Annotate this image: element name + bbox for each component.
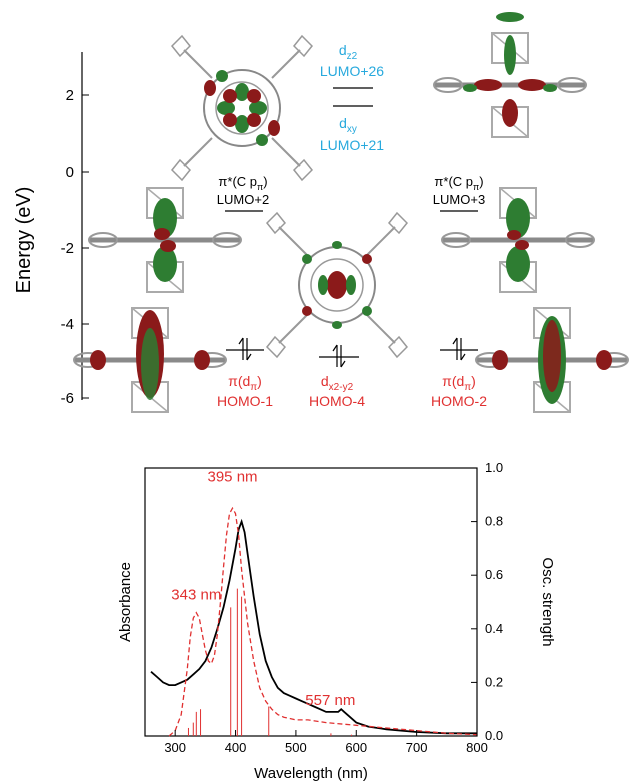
orbital-plot-lumo3	[442, 188, 594, 292]
label-dxy-symbol: dxy	[339, 115, 357, 135]
label-dz2-name: LUMO+26	[320, 63, 384, 79]
label-homo1-symbol: π(dπ)	[228, 373, 262, 393]
energy-tick-m4: -4	[61, 316, 74, 333]
energy-axis: 2 0 -2 -4 -6 Energy (eV)	[13, 52, 89, 407]
y-tick-label-0.0: 0.0	[485, 728, 503, 743]
y-tick-label-0.6: 0.6	[485, 567, 503, 582]
energy-tick-m6: -6	[61, 390, 74, 407]
label-lumo3-symbol: π*(C pπ)	[434, 174, 483, 192]
orbital-plot-dxy	[171, 35, 313, 181]
energy-tick-2: 2	[66, 87, 74, 104]
y-tick-label-0.8: 0.8	[485, 514, 503, 529]
orbital-plot-homo1	[74, 308, 226, 412]
peak-label-395-nm: 395 nm	[208, 468, 258, 485]
chart-curves	[150, 506, 478, 737]
x-tick-label-300: 300	[164, 740, 186, 755]
label-homo4-symbol: dx2-y2	[321, 373, 354, 393]
label-lumo2-symbol: π*(C pπ)	[218, 174, 267, 192]
energy-tick-m2: -2	[61, 240, 74, 257]
electron-pair-homo4	[332, 344, 346, 368]
electron-pair-homo2	[452, 337, 466, 361]
x-tick-label-600: 600	[345, 740, 367, 755]
x-tick-label-500: 500	[285, 740, 307, 755]
x-tick-label-400: 400	[225, 740, 247, 755]
orbital-plot-dz2	[434, 12, 586, 137]
energy-tick-0: 0	[66, 164, 74, 181]
label-homo4-name: HOMO-4	[309, 393, 365, 409]
x-tick-label-700: 700	[406, 740, 428, 755]
y-tick-label-0.4: 0.4	[485, 621, 503, 636]
label-lumo3-name: LUMO+3	[433, 192, 485, 207]
orbital-plot-homo2	[476, 308, 628, 412]
calculated-spectrum-line	[168, 506, 478, 737]
oscillator-sticks	[187, 588, 352, 736]
label-homo1-name: HOMO-1	[217, 393, 273, 409]
y-tick-label-1.0: 1.0	[485, 460, 503, 475]
label-dxy-name: LUMO+21	[320, 137, 384, 153]
plot-frame	[144, 467, 478, 737]
absorption-spectrum-chart: 300 400 500 600 700 800 0.0 0.2 0.4 0.6 0.8 1.0 39…	[117, 460, 556, 782]
peak-annotations: 395 nm 343 nm 557 nm	[171, 468, 355, 709]
y-axis-label-right: Osc. strength	[539, 557, 556, 646]
mo-energy-diagram: 2 0 -2 -4 -6 Energy (eV)	[13, 12, 635, 440]
y-axis-label-left: Absorbance	[117, 562, 134, 642]
label-homo2-symbol: π(dπ)	[442, 373, 476, 393]
x-axis-ticks: 300 400 500 600 700 800	[164, 730, 488, 755]
x-tick-label-800: 800	[466, 740, 488, 755]
orbital-plot-lumo2	[89, 188, 241, 292]
label-lumo2-name: LUMO+2	[217, 192, 269, 207]
label-dz2-symbol: dz2	[339, 42, 358, 62]
y-tick-label-0.2: 0.2	[485, 674, 503, 689]
x-axis-label: Wavelength (nm)	[254, 765, 368, 782]
peak-label-343-nm: 343 nm	[171, 586, 221, 603]
y-axis-ticks-right: 0.0 0.2 0.4 0.6 0.8 1.0	[471, 460, 503, 743]
experimental-spectrum-line	[150, 518, 477, 735]
orbital-plot-dx2-y2	[266, 212, 408, 358]
label-homo2-name: HOMO-2	[431, 393, 487, 409]
peak-label-557-nm: 557 nm	[305, 692, 355, 709]
energy-axis-label: Energy (eV)	[13, 187, 35, 294]
electron-pair-homo1	[238, 337, 252, 361]
